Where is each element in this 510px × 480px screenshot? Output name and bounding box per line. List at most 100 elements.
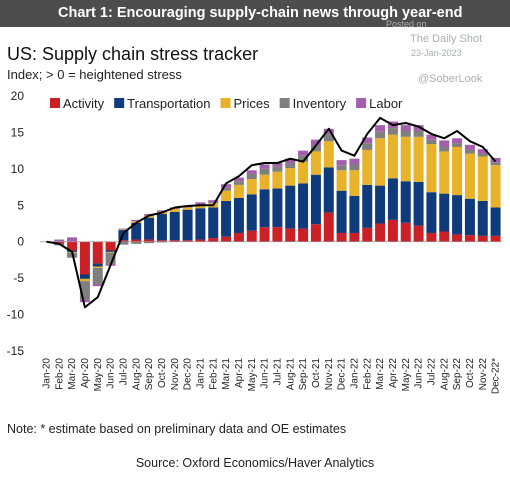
bar-labor [272,163,283,167]
chart-note: Note: * estimate based on preliminary da… [7,422,347,436]
bar-inventory [349,164,360,171]
chart-subtitle: Index; > 0 = heightened stress [7,67,182,82]
bar-prices [285,168,296,186]
bar-activity [464,235,475,242]
bar-transportation [208,207,219,239]
bar-transportation [452,195,463,235]
y-tick-label: 5 [17,198,24,212]
bar-inventory [233,181,244,185]
bar-transportation [105,250,116,252]
bar-inventory [298,155,309,162]
bar-activity [233,232,244,242]
bar-inventory [246,173,257,180]
bar-prices [221,190,232,201]
bar-inventory [92,267,103,284]
bar-prices [452,147,463,196]
x-tick-label: Sep-21 [298,358,309,391]
x-tick-label: Nov-22 [478,358,489,391]
bar-activity [246,230,257,242]
bar-prices [323,141,334,168]
legend-swatch-inventory [279,98,290,108]
bar-labor [156,210,167,212]
bar-activity [298,228,309,242]
bar-labor [477,149,488,154]
bar-prices [400,136,411,182]
bar-prices [439,151,450,194]
y-tick-label: -15 [7,344,25,358]
bar-activity [477,235,488,242]
bar-activity [323,212,334,242]
x-tick-label: Dec-20 [183,358,194,391]
bar-activity [400,222,411,242]
bar-transportation [464,198,475,236]
bar-transportation [156,214,167,241]
bar-transportation [259,189,270,228]
x-tick-label: Jun-22 [414,358,425,389]
x-tick-label: Dec-21 [337,358,348,391]
bar-prices [310,151,321,175]
bar-activity [79,241,90,275]
bar-transportation [182,209,193,241]
bar-labor [362,137,373,144]
bar-activity [413,225,424,242]
bar-activity [208,238,219,242]
bar-activity [272,227,283,242]
bar-activity [259,227,270,242]
bar-labor [246,170,257,174]
bar-prices [92,266,103,268]
bar-activity [67,241,78,251]
x-tick-label: Mar-21 [221,358,232,390]
x-tick-label: Jun-20 [106,358,117,389]
bar-labor [310,139,321,146]
x-tick-label: Jul-22 [426,358,437,386]
x-tick-label: Jun-21 [260,358,271,389]
y-tick-label: 0 [17,235,24,249]
x-tick-label: Feb-21 [208,358,219,390]
bar-transportation [92,263,103,267]
bar-activity [362,227,373,242]
bar-labor [349,158,360,165]
bar-prices [79,278,90,282]
legend-swatch-transportation [114,98,125,108]
x-tick-label: Jan-20 [41,358,52,389]
bar-inventory [400,130,411,137]
bar-activity [387,219,398,242]
bar-transportation [310,174,321,225]
bar-labor [118,228,129,230]
bar-inventory [336,165,347,171]
bar-labor [426,134,437,140]
bar-activity [221,236,232,242]
bar-transportation [400,181,411,223]
y-tick-label: 15 [11,125,25,139]
bar-activity [310,224,321,242]
bar-transportation [144,217,155,240]
bar-labor [131,219,142,222]
x-tick-label: Apr-20 [80,358,91,388]
bar-transportation [246,194,257,231]
chart-title: US: Supply chain stress tracker [7,44,259,64]
bar-activity [131,239,142,242]
bar-labor [208,200,219,203]
bar-inventory [439,147,450,152]
bar-transportation [221,200,232,237]
y-tick-label: -10 [7,308,25,322]
bar-transportation [298,183,309,229]
bar-inventory [79,281,90,300]
x-tick-label: Apr-21 [234,358,245,388]
x-tick-label: May-21 [247,358,258,392]
bar-prices [426,144,437,193]
bar-inventory [464,149,475,154]
chart-source: Source: Oxford Economics/Haver Analytics [135,456,375,470]
bar-inventory [118,241,129,245]
bar-inventory [375,131,386,139]
x-tick-label: Nov-21 [324,358,335,391]
bar-transportation [131,222,142,240]
x-tick-label: Mar-22 [375,358,386,390]
x-tick-label: May-20 [93,358,104,392]
bar-transportation [439,193,450,232]
legend-swatch-prices [220,98,231,108]
bar-transportation [272,188,283,228]
bar-prices [298,161,309,184]
legend-label-prices: Prices [234,96,271,111]
